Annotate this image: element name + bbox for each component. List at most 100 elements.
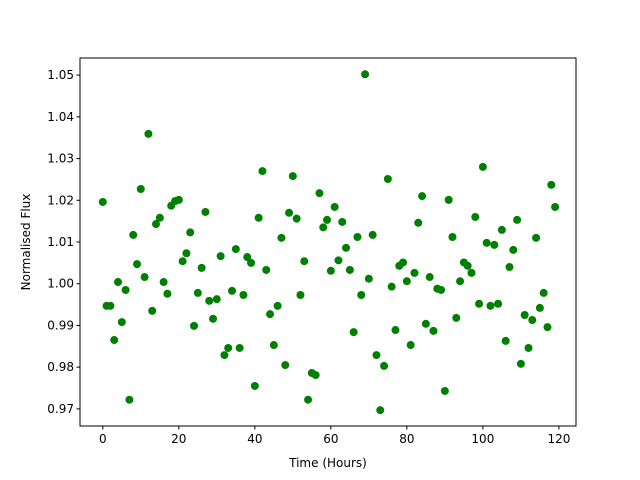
y-tick-label: 1.03 [47, 152, 74, 166]
point [486, 301, 495, 310]
point [353, 232, 362, 241]
y-tick-label: 0.97 [47, 402, 74, 416]
point [376, 406, 385, 415]
point [528, 316, 537, 325]
point [209, 314, 218, 323]
point [410, 268, 419, 277]
y-tick-label: 1.01 [47, 235, 74, 249]
point [456, 277, 465, 286]
point [437, 285, 446, 294]
point [304, 395, 313, 404]
y-tick-label: 1.05 [47, 68, 74, 82]
y-tick-label: 1.04 [47, 110, 74, 124]
point [125, 395, 134, 404]
point [501, 336, 510, 345]
point [494, 299, 503, 308]
point [114, 278, 123, 287]
point [231, 245, 240, 254]
x-axis-label: Time (Hours) [288, 456, 367, 470]
point [273, 301, 282, 310]
point [288, 172, 297, 181]
point [516, 359, 525, 368]
point [372, 351, 381, 360]
point [444, 195, 453, 204]
point [205, 296, 214, 305]
point [387, 282, 396, 291]
point [383, 174, 392, 183]
point [193, 288, 202, 297]
point [174, 195, 183, 204]
y-tick-label: 0.99 [47, 318, 74, 332]
x-tick-label: 80 [399, 432, 414, 446]
y-tick-label: 0.98 [47, 360, 74, 374]
point [133, 260, 142, 269]
y-axis-label: Normalised Flux [19, 194, 33, 291]
point [110, 336, 119, 345]
point [285, 208, 294, 217]
point [452, 313, 461, 322]
point [182, 249, 191, 258]
point [471, 212, 480, 221]
point [497, 225, 506, 234]
point [330, 202, 339, 211]
point [106, 301, 115, 310]
point [197, 263, 206, 272]
point [345, 265, 354, 274]
point [406, 341, 415, 350]
x-tick-label: 20 [171, 432, 186, 446]
point [421, 319, 430, 328]
point [144, 129, 153, 138]
point [243, 253, 252, 262]
y-tick-label: 1.00 [47, 277, 74, 291]
point [296, 290, 305, 299]
point [429, 326, 438, 335]
point [402, 277, 411, 286]
point [532, 233, 541, 242]
point [319, 223, 328, 232]
point [524, 343, 533, 352]
point [399, 258, 408, 267]
point [547, 180, 556, 189]
point [380, 361, 389, 370]
point [250, 381, 259, 390]
point [551, 202, 560, 211]
point [440, 386, 449, 395]
point [247, 258, 256, 267]
point [391, 326, 400, 335]
point [152, 220, 161, 229]
point [148, 306, 157, 315]
point [368, 230, 377, 239]
point [478, 162, 487, 171]
point [326, 266, 335, 275]
point [117, 318, 126, 327]
point [266, 310, 275, 319]
point [448, 232, 457, 241]
point [201, 207, 210, 216]
point [323, 215, 332, 224]
point [190, 321, 199, 330]
x-tick-label: 40 [247, 432, 262, 446]
point [520, 311, 529, 320]
point [357, 290, 366, 299]
point [425, 273, 434, 282]
point [334, 256, 343, 265]
point [159, 278, 168, 287]
point [467, 268, 476, 277]
point [163, 289, 172, 298]
point [364, 274, 373, 283]
point [505, 263, 514, 272]
point [239, 290, 248, 299]
point [509, 245, 518, 254]
point [535, 303, 544, 312]
point [490, 240, 499, 249]
point [543, 323, 552, 332]
point [315, 189, 324, 198]
x-tick-label: 60 [323, 432, 338, 446]
point [186, 228, 195, 237]
point [98, 197, 107, 206]
y-tick-label: 1.02 [47, 193, 74, 207]
point [463, 261, 472, 270]
